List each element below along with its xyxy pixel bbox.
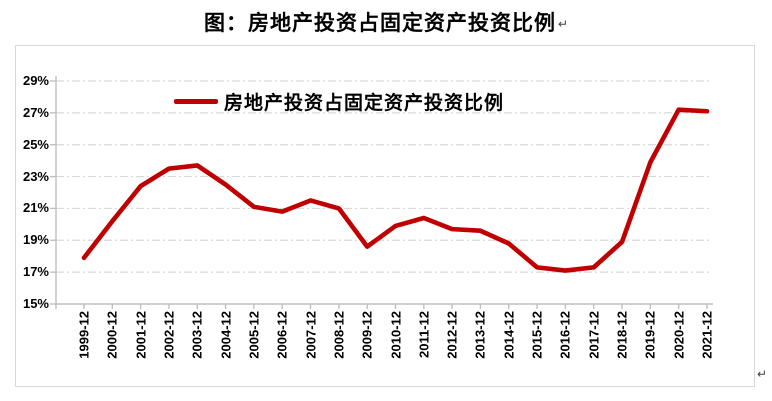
x-axis-tick-label: 2013-12 [472,311,488,359]
x-axis-tick-label: 1999-12 [76,311,92,359]
x-axis-tick-label: 2012-12 [444,311,460,359]
x-axis-tick-label: 2004-12 [218,311,234,359]
x-axis-tick-label: 2008-12 [331,311,347,359]
y-axis-tick-label: 23% [22,168,49,184]
x-axis-tick-label: 2021-12 [699,311,715,359]
y-axis-tick-label: 29% [22,73,49,88]
series-line [81,107,710,273]
y-axis-tick-label: 17% [22,264,49,280]
x-axis-tick-label: 2010-12 [388,311,403,359]
chart-frame: 15% 17% 19% 21% 23% 25% 27% 29% 1999-12 2000-12 2… [15,45,755,387]
x-axis-tick-label: 2000-12 [104,311,120,359]
page-title: 图：房地产投资占固定资产投资比例 [203,11,556,35]
legend-label: 房地产投资占固定资产投资比例 [224,92,505,114]
x-axis-tick-label: 2018-12 [614,311,630,359]
y-axis-tick-label: 19% [22,232,49,248]
chart-legend: 房地产投资占固定资产投资比例 [174,90,505,114]
x-axis-tick-label: 2007-12 [303,311,319,359]
page-title-row: 图：房地产投资占固定资产投资比例 ↵ [0,7,772,37]
x-axis-tick-label: 2001-12 [133,311,149,359]
y-axis-tick-label: 15% [22,296,49,311]
x-axis-tick-label: 2006-12 [274,311,290,359]
x-axis-tick-label: 2003-12 [189,311,205,359]
x-axis-tick-label: 2015-12 [529,311,545,359]
x-axis-tick-label: 2011-12 [416,311,432,358]
paragraph-return-icon: ↵ [557,17,569,31]
x-axis-tick-label: 2019-12 [642,311,658,359]
x-axis-tick-label: 2016-12 [557,311,573,359]
legend-line-swatch [174,98,218,104]
paragraph-return-icon: ↵ [757,367,768,381]
y-axis-tick-label: 27% [22,104,49,120]
y-axis-tick-label: 21% [22,200,49,216]
x-axis-tick-label: 2014-12 [501,311,517,359]
y-axis-tick-label: 25% [22,136,49,152]
x-axis-tick-label: 2005-12 [246,311,262,359]
x-axis-tick-label: 2009-12 [359,311,375,359]
x-axis-tick-label: 2017-12 [586,311,602,359]
line-chart-canvas [50,76,713,309]
x-axis-tick-label: 2002-12 [161,311,177,359]
x-axis-tick-label: 2020-12 [671,311,687,359]
